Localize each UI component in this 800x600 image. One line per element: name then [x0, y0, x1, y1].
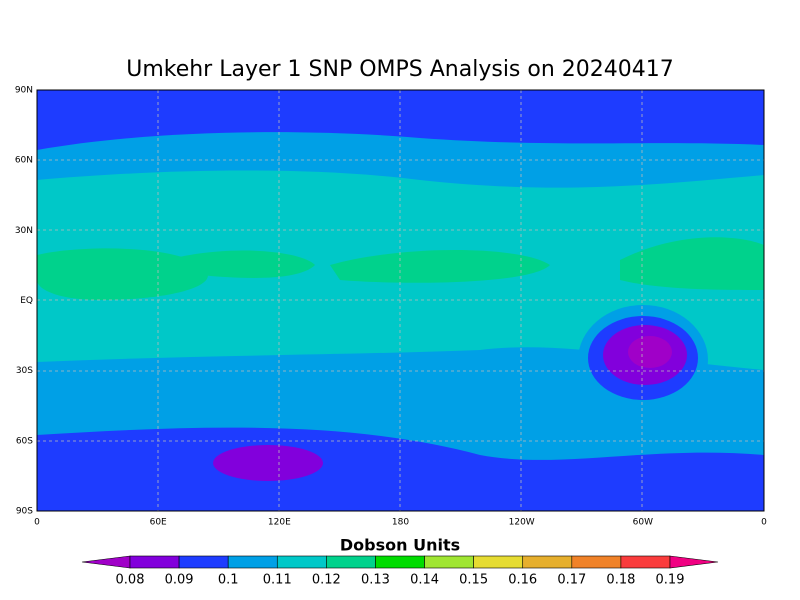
colorbar-label: 0.18 [606, 573, 635, 588]
colorbar-triangle [81, 555, 131, 569]
grid [37, 90, 764, 511]
colorbar-triangle [669, 555, 719, 569]
lon-label: 0 [761, 518, 767, 528]
colorbar-box [571, 555, 622, 569]
lat-label: EQ [20, 296, 33, 306]
colorbar-box [326, 555, 376, 569]
lat-label: 90S [16, 507, 33, 517]
colorbar-box [620, 555, 671, 569]
colorbar-label: 0.13 [361, 573, 390, 588]
colorbar-label: 0.16 [508, 573, 537, 588]
lon-label: 120E [268, 518, 291, 528]
colorbar-box [522, 555, 573, 569]
colorbar-label: 0.17 [557, 573, 586, 588]
map-title: Umkehr Layer 1 SNP OMPS Analysis on 2024… [126, 57, 674, 82]
colorbar-label: 0.11 [263, 573, 292, 588]
lat-label: 60S [16, 436, 33, 446]
colorbar-label: 0.14 [410, 573, 439, 588]
colorbar-label: 0.09 [165, 573, 194, 588]
colorbar-box [375, 555, 425, 569]
colorbar-label: 0.1 [218, 573, 239, 588]
lon-label: 0 [34, 518, 40, 528]
colorbar-title: Dobson Units [340, 536, 460, 555]
colorbar-box [276, 555, 327, 569]
lon-label: 60E [150, 518, 167, 528]
colorbar-box [227, 555, 278, 569]
lat-label: 90N [15, 86, 33, 96]
colorbar-box [473, 555, 524, 569]
lon-label: 180 [392, 518, 409, 528]
colorbar-label: 0.19 [656, 573, 685, 588]
lat-label: 30N [15, 226, 33, 236]
lon-label: 60W [633, 518, 653, 528]
lat-label: 30S [16, 366, 33, 376]
colorbar-box [424, 555, 474, 569]
lat-label: 60N [15, 156, 33, 166]
colorbar: 0.08 0.09 0.1 0.11 0.12 0.13 0.14 0.15 0.16 0.17 0… [81, 555, 719, 588]
colorbar-box [178, 555, 229, 569]
colorbar-box [129, 555, 180, 569]
map-frame [36, 89, 765, 512]
ozone-field [37, 90, 764, 511]
lon-label: 120W [509, 518, 535, 528]
colorbar-label: 0.12 [312, 573, 341, 588]
colorbar-label: 0.08 [116, 573, 145, 588]
colorbar-label: 0.15 [459, 573, 488, 588]
